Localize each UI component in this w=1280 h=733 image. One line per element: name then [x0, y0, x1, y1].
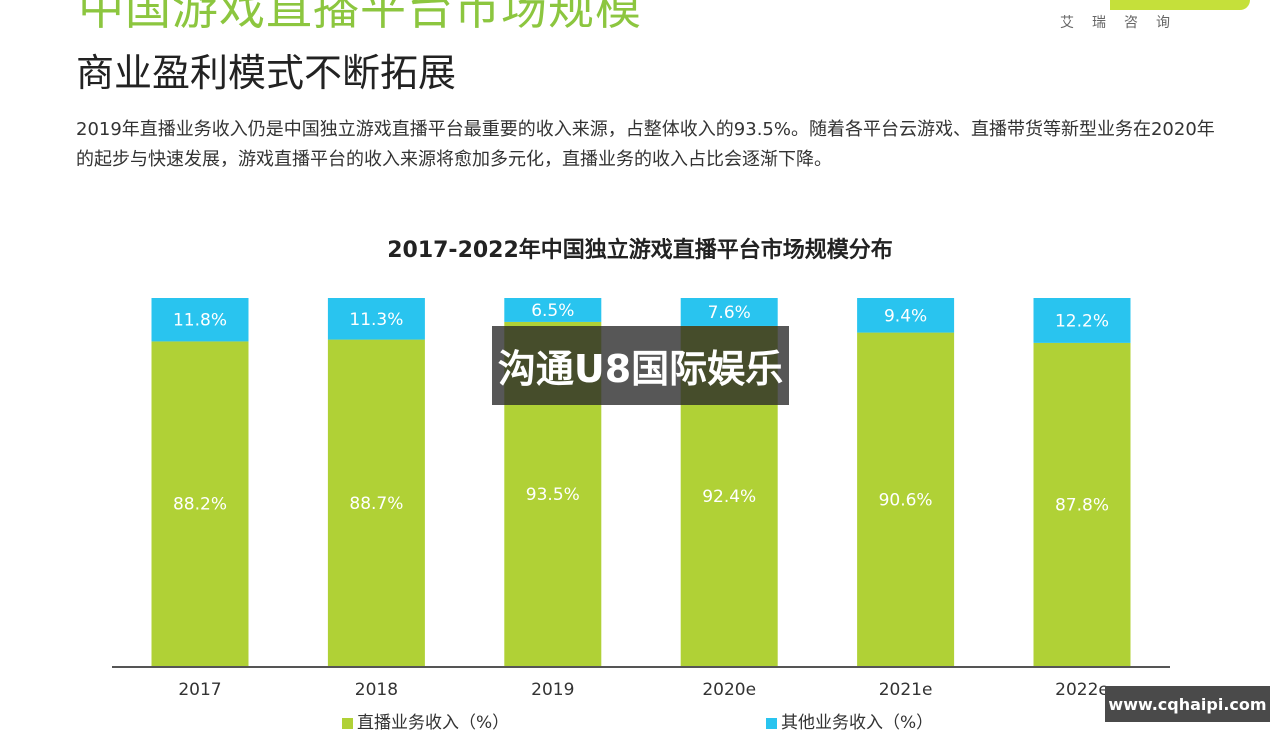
data-label: 88.2% — [173, 495, 227, 515]
bar-segment-live — [327, 339, 425, 666]
data-label: 7.6% — [708, 303, 751, 323]
logo-graphic — [1110, 0, 1250, 10]
description: 2019年直播业务收入仍是中国独立游戏直播平台最重要的收入来源，占整体收入的93… — [76, 119, 1215, 170]
x-tick-label: 2020e — [702, 680, 756, 700]
bar-segment-other — [504, 298, 602, 322]
bar-segment-other — [151, 298, 249, 342]
data-label: 93.5% — [526, 485, 580, 505]
data-label: 11.8% — [173, 311, 227, 331]
x-tick-label: 2017 — [178, 680, 221, 700]
data-label: 87.8% — [1055, 495, 1109, 515]
bar-segment-other — [327, 298, 425, 340]
data-label: 9.4% — [884, 306, 927, 326]
chart-title: 2017-2022年中国独立游戏直播平台市场规模分布 — [387, 238, 893, 263]
bar-segment-live — [151, 341, 249, 666]
legend-swatch-live — [342, 717, 353, 729]
logo-text: 艾瑞咨询 — [1060, 15, 1188, 31]
x-tick-label: 2018 — [355, 680, 398, 700]
legend-label-other: 其他业务收入（%） — [781, 713, 934, 733]
data-label: 88.7% — [349, 494, 403, 514]
watermark-overlay: 沟通U8国际娱乐 — [492, 326, 789, 405]
legend-item-other: 其他业务收入（%） — [766, 708, 933, 733]
page-title: 中国游戏直播平台市场规模 — [78, 0, 642, 35]
legend-label-live: 直播业务收入（%） — [357, 713, 510, 733]
data-label: 12.2% — [1055, 311, 1109, 331]
bar-segment-other — [680, 298, 778, 326]
site-badge: www.cqhaipi.com — [1105, 686, 1270, 722]
bar-segment-live — [857, 332, 955, 666]
logo: 艾瑞咨询 — [1030, 0, 1250, 40]
page-subtitle: 商业盈利模式不断拓展 — [76, 51, 457, 95]
legend-item-live: 直播业务收入（%） — [342, 708, 509, 733]
legend-swatch-other — [766, 717, 777, 729]
bar-segment-other — [857, 298, 955, 333]
bar-segment-other — [1033, 298, 1131, 343]
x-tick-label: 2021e — [879, 680, 933, 700]
x-tick-label: 2022e — [1055, 680, 1109, 700]
data-label: 90.6% — [879, 490, 933, 510]
x-tick-label: 2019 — [531, 680, 574, 700]
data-label: 6.5% — [531, 301, 574, 321]
data-label: 11.3% — [349, 310, 403, 330]
data-label: 92.4% — [702, 487, 756, 507]
bar-segment-live — [1033, 342, 1131, 666]
